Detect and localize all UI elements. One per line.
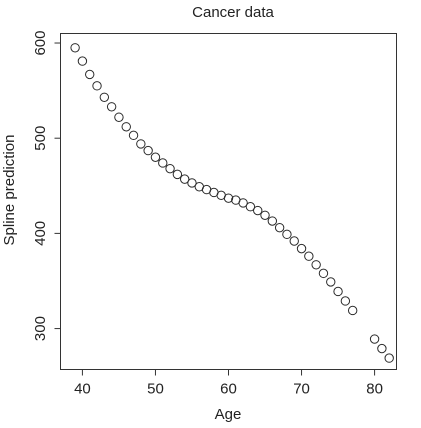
data-point bbox=[267, 216, 278, 226]
x-axis: 40 50 60 70 80 bbox=[74, 369, 383, 398]
data-point bbox=[289, 236, 299, 246]
data-point bbox=[143, 145, 153, 156]
data-point bbox=[136, 139, 146, 149]
data-point bbox=[70, 43, 80, 53]
data-point bbox=[238, 198, 248, 208]
x-tick-label: 80 bbox=[366, 381, 383, 398]
data-point bbox=[165, 163, 175, 174]
x-tick-label: 40 bbox=[74, 381, 91, 398]
data-point bbox=[99, 92, 110, 102]
x-axis-label: Age bbox=[215, 406, 242, 423]
data-point bbox=[274, 222, 285, 233]
data-point bbox=[121, 122, 131, 132]
data-point bbox=[347, 305, 358, 316]
y-tick-label: 500 bbox=[32, 126, 49, 151]
data-point bbox=[223, 193, 234, 203]
data-point bbox=[384, 353, 394, 363]
data-point bbox=[158, 158, 168, 168]
data-point bbox=[326, 277, 336, 287]
data-point bbox=[114, 112, 124, 122]
data-point bbox=[253, 205, 263, 216]
x-tick-label: 50 bbox=[147, 381, 164, 398]
data-point bbox=[77, 56, 88, 66]
data-point bbox=[172, 169, 183, 180]
x-tick-label: 60 bbox=[220, 381, 237, 398]
plot-frame bbox=[60, 33, 397, 370]
data-point bbox=[296, 243, 307, 254]
y-axis: 300 400 500 600 bbox=[32, 31, 61, 341]
data-point bbox=[369, 334, 380, 344]
data-point bbox=[187, 178, 197, 188]
data-point bbox=[333, 286, 343, 297]
chart-title: Cancer data bbox=[192, 4, 274, 21]
data-points bbox=[70, 43, 394, 363]
data-point bbox=[92, 81, 102, 91]
y-tick-label: 400 bbox=[32, 221, 49, 246]
x-tick-label: 70 bbox=[293, 381, 310, 398]
data-point bbox=[179, 174, 190, 184]
data-point bbox=[260, 210, 270, 221]
data-point bbox=[282, 229, 292, 240]
y-axis-label: Spline prediction bbox=[1, 135, 18, 246]
data-point bbox=[340, 296, 351, 306]
data-point bbox=[377, 343, 387, 354]
data-point bbox=[304, 251, 314, 261]
data-point bbox=[106, 102, 117, 112]
y-tick-label: 600 bbox=[32, 31, 49, 56]
y-tick-label: 300 bbox=[32, 316, 49, 341]
data-point bbox=[245, 202, 256, 212]
data-point bbox=[311, 260, 321, 270]
data-point bbox=[128, 130, 139, 141]
data-point bbox=[85, 69, 95, 80]
data-point bbox=[318, 268, 329, 279]
data-point bbox=[150, 152, 161, 162]
